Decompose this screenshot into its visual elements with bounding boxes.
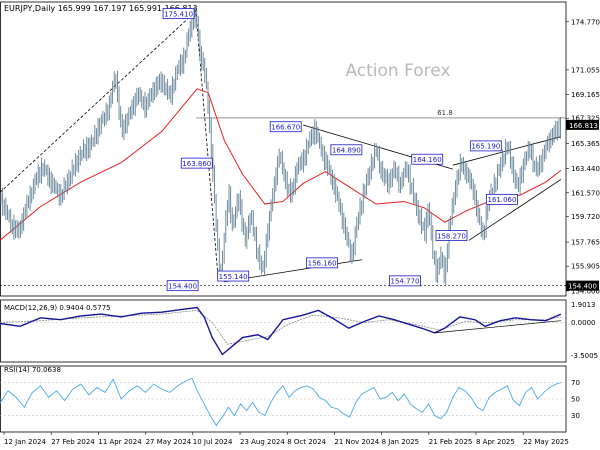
price-annotation-box [411,153,444,165]
price-annotation-label: 154.400 [168,282,197,290]
price-annotation-label: 156.160 [308,260,337,268]
candlestick-series [0,4,561,286]
rsi-label: RSI(14) 70.0638 [4,366,61,374]
rsi-tick-label: 70 [571,379,580,387]
price-annotation-label: 155.140 [219,273,248,281]
price-annotation-label: 165.190 [471,143,500,151]
x-tick-label: 12 Jan 2024 [4,438,47,446]
price-tick-label: 154.000 [571,287,600,295]
price-annotation-label: 161.060 [488,196,517,204]
price-annotation-label: 175.410 [164,10,193,18]
watermark: Action Forex [345,61,450,81]
rsi-tick-label: 50 [571,396,580,404]
price-annotation-box [269,121,302,133]
x-tick-label: 8 Jan 2025 [382,438,420,446]
fib-61-8-label: 61.8 [437,109,453,117]
price-annotation-box [389,275,421,287]
x-tick-label: 27 Feb 2024 [51,438,95,446]
x-tick-label: 21 Feb 2025 [429,438,473,446]
last-price-label: 166.813 [569,122,598,130]
macd-tick-label: -3.5005 [571,352,598,360]
price-annotation-label: 158.270 [437,232,466,240]
price-annotation-box [217,270,250,282]
price-tick-label: 155.905 [571,263,600,271]
support-price-tag [566,280,599,291]
price-annotation-label: 163.860 [182,160,211,168]
macd-main-line [0,306,562,356]
price-annotation-label: 164.160 [413,156,442,164]
x-tick-label: 23 Aug 2024 [240,438,285,446]
chart-header: EURJPY,Daily 165.999 167.197 165.991 166… [4,4,198,13]
support-price-label: 154.400 [568,283,597,291]
price-annotation-box [486,193,518,205]
price-tick-label: 161.570 [571,189,600,197]
moving-average-line [0,88,562,241]
price-tick-label: 174.770 [571,18,600,26]
dashed-drop-line [195,13,219,281]
price-tick-label: 163.440 [571,165,600,173]
price-tick-label: 159.720 [571,213,600,221]
macd-tick-label: 1.9013 [571,301,596,309]
price-tick-label: 157.765 [571,239,600,247]
macd-panel-frame [0,299,567,363]
price-annotation-box [306,257,339,269]
x-tick-label: 8 Apr 2025 [476,438,515,446]
rsi-tick-label: 30 [571,412,580,420]
price-annotation-label: 154.770 [391,278,420,286]
price-annotation-box [330,144,363,156]
price-annotation-box [162,8,195,19]
x-tick-label: 11 Apr 2024 [98,438,142,446]
price-annotation-label: 166.670 [271,124,300,132]
price-tick-label: 169.165 [571,91,600,99]
x-tick-label: 27 May 2024 [146,438,192,446]
price-annotation-box [166,280,199,292]
price-tick-label: 167.325 [571,115,600,123]
x-tick-label: 22 May 2025 [523,438,569,446]
price-annotation-label: 164.890 [332,147,361,155]
dashed-uptrend-line [0,10,197,193]
price-annotation-box [180,157,213,169]
price-panel-frame [0,1,567,297]
x-tick-label: 10 Jul 2024 [193,438,233,446]
x-tick-label: 8 Oct 2024 [287,438,326,446]
last-price-tag [566,119,599,130]
macd-tick-label: 0.0000 [571,319,596,327]
x-tick-label: 21 Nov 2024 [334,438,379,446]
rsi-line [0,377,562,427]
price-annotation-box [435,230,468,241]
macd-label: MACD(12,26,9) 0.9404 0.5775 [4,304,111,312]
price-tick-label: 171.055 [571,66,600,74]
price-annotation-box [469,140,502,152]
macd-trend-line [434,320,561,334]
price-tick-label: 165.365 [571,140,600,148]
